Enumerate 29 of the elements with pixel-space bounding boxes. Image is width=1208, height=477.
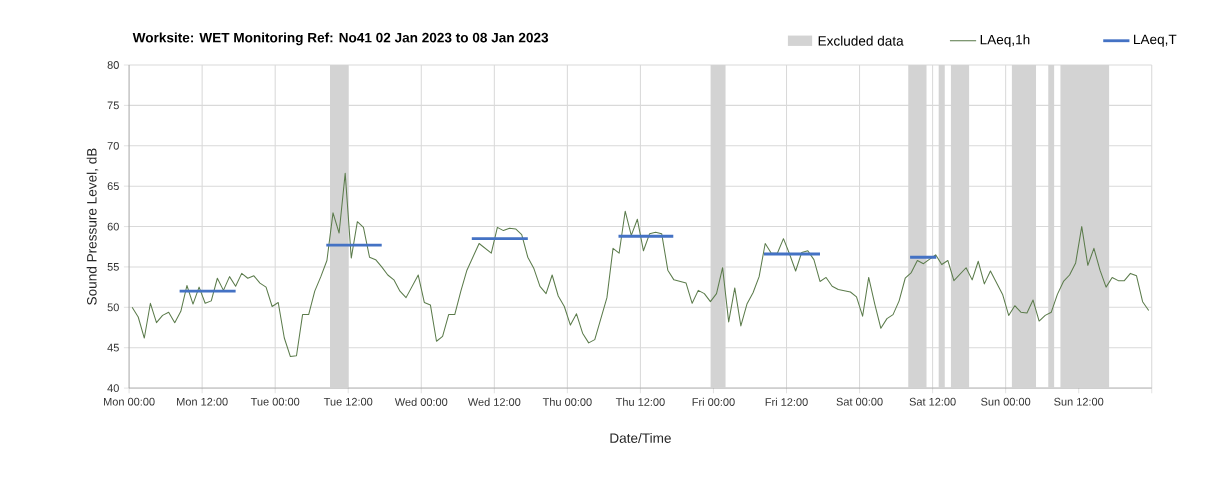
y-tick-label: 80 [107, 60, 119, 69]
x-tick-label: Sun 12:00 [1054, 397, 1104, 406]
chart-title: Worksite: WET Monitoring Ref: No41 02 Jan 2023 to 08 Jan 2023 [132, 32, 549, 45]
x-tick-label: Sat 12:00 [909, 397, 956, 406]
y-tick-label: 75 [107, 101, 119, 110]
y-tick-label: 50 [107, 303, 119, 312]
legend-label: LAeq,T [1134, 34, 1177, 47]
legend-label: Excluded data [818, 35, 904, 46]
x-tick-label: Fri 12:00 [765, 397, 808, 406]
x-tick-label: Sat 00:00 [836, 397, 883, 406]
x-tick-label: Tue 00:00 [250, 397, 300, 406]
x-tick-label: Wed 12:00 [467, 397, 521, 406]
x-tick-label: Sun 00:00 [981, 397, 1031, 406]
x-tick-label: Mon 12:00 [177, 397, 228, 406]
y-tick-label: 60 [107, 222, 119, 231]
legend-label: LAeq,1h [980, 34, 1030, 47]
y-tick-label: 65 [107, 182, 119, 190]
x-axis-title: Date/Time [610, 432, 671, 443]
x-tick-label: Mon 00:00 [104, 397, 155, 406]
y-tick-label: 70 [107, 141, 119, 150]
x-tick-label: Thu 12:00 [615, 397, 665, 406]
x-tick-label: Tue 12:00 [323, 397, 373, 406]
x-tick-label: Fri 00:00 [692, 397, 735, 406]
x-tick-label: Thu 00:00 [542, 397, 592, 406]
y-tick-label: 45 [107, 343, 119, 352]
x-tick-label: Wed 00:00 [394, 397, 448, 406]
y-axis-title: Sound Pressure Level, dB [86, 148, 99, 305]
y-tick-label: 40 [107, 384, 119, 392]
y-tick-label: 55 [107, 262, 119, 271]
